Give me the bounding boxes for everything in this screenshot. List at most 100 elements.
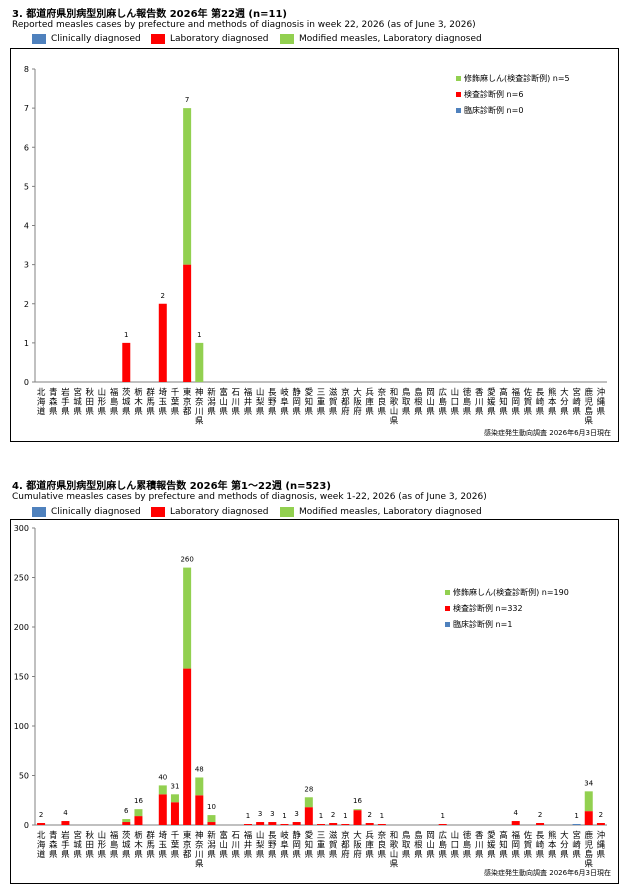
x-tick-label: 鹿児島県 — [584, 830, 593, 870]
bar-segment — [438, 824, 447, 825]
x-tick-label: 大分県 — [560, 830, 569, 860]
chart1-frame: 0 1 2 3 4 5 6 7 8 北海道 青森県 岩手県 宮城県 秋田県 山形県 福島県 1 茨城県 栃木県 群馬県… — [10, 48, 619, 442]
chart1-title: 3. 都道府県別病型別麻しん報告数 2026年 第22週 (n=11) — [12, 9, 287, 20]
x-tick-label: 福井県 — [244, 387, 253, 417]
x-tick-label: 佐賀県 — [524, 830, 533, 860]
x-tick-label: 広島県 — [438, 387, 447, 417]
legend-label-modified: Modified measles, Laboratory diagnosed — [299, 507, 482, 517]
bar-total-label: 10 — [207, 803, 216, 811]
y-tick-label: 1 — [24, 339, 29, 348]
x-tick-label: 東京都 — [183, 387, 192, 417]
bar-segment — [207, 815, 216, 823]
bar-segment — [170, 802, 179, 825]
bar-total-label: 1 — [197, 331, 201, 339]
y-tick-label: 4 — [24, 222, 29, 231]
x-tick-label: 福岡県 — [511, 830, 520, 860]
bar-segment — [183, 567, 192, 669]
x-tick-label: 島根県 — [414, 387, 423, 417]
x-tick-label: 千葉県 — [171, 830, 180, 860]
x-tick-label: 福岡県 — [511, 387, 520, 417]
x-tick-label: 山梨県 — [256, 830, 265, 860]
bar-total-label: 16 — [353, 797, 362, 805]
bar-segment — [195, 342, 204, 382]
bar-segment — [207, 822, 216, 825]
x-tick-label: 岡山県 — [426, 831, 435, 860]
x-tick-label: 秋田県 — [86, 387, 95, 417]
bar-total-label: 4 — [513, 809, 518, 817]
x-tick-label: 栃木県 — [134, 387, 143, 417]
bar-segment — [572, 824, 581, 825]
x-tick-label: 愛知県 — [305, 387, 314, 417]
x-tick-label: 沖縄県 — [597, 830, 606, 860]
x-tick-label: 千葉県 — [171, 387, 180, 417]
x-tick-label: 北海道 — [37, 388, 46, 417]
bar-total-label: 4 — [63, 809, 68, 817]
inner-legend-label: 臨床診断例 n=1 — [453, 619, 512, 629]
bar-total-label: 16 — [134, 797, 143, 805]
x-tick-label: 岐阜県 — [280, 830, 289, 860]
bar-segment — [158, 785, 167, 795]
bar-segment — [596, 823, 605, 825]
x-tick-label: 神奈川県 — [195, 387, 204, 427]
bar-segment — [122, 342, 131, 382]
bar-segment — [268, 822, 277, 825]
x-tick-label: 熊本県 — [548, 830, 557, 860]
x-tick-label: 奈良県 — [378, 387, 387, 417]
y-tick-label: 200 — [14, 623, 29, 632]
x-tick-label: 山梨県 — [256, 387, 265, 417]
inner-legend-label: 検査診断例 n=332 — [453, 603, 523, 613]
bar-total-label: 1 — [319, 812, 323, 820]
bar-total-label: 2 — [367, 811, 371, 819]
x-tick-label: 青森県 — [49, 830, 58, 860]
bar-total-label: 2 — [599, 811, 603, 819]
x-tick-label: 宮城県 — [73, 830, 82, 860]
bar-total-label: 28 — [304, 785, 313, 793]
x-tick-label: 新潟県 — [207, 387, 216, 417]
bar-segment — [511, 821, 520, 825]
bar-segment — [536, 823, 545, 825]
bar-segment — [584, 811, 593, 825]
x-tick-label: 茨城県 — [122, 830, 131, 860]
x-tick-label: 長崎県 — [536, 831, 545, 860]
bar-total-label: 1 — [380, 812, 384, 820]
y-tick-label: 3 — [24, 261, 29, 270]
bar-total-label: 6 — [124, 807, 129, 815]
bar-segment — [377, 824, 386, 825]
x-tick-label: 高知県 — [499, 387, 508, 417]
x-tick-label: 三重県 — [317, 831, 326, 860]
x-tick-label: 奈良県 — [378, 830, 387, 860]
x-tick-label: 沖縄県 — [597, 387, 606, 417]
bar-segment — [134, 816, 143, 825]
inner-legend-label: 修飾麻しん(検査診断例) n=5 — [464, 73, 570, 83]
x-tick-label: 栃木県 — [134, 830, 143, 860]
bar-segment — [256, 822, 265, 825]
bar-total-label: 1 — [343, 812, 347, 820]
y-tick-label: 0 — [24, 378, 29, 387]
x-tick-label: 埼玉県 — [159, 387, 168, 417]
bar-segment — [183, 264, 192, 382]
x-tick-label: 福島県 — [110, 387, 119, 417]
x-tick-label: 愛媛県 — [487, 830, 496, 860]
x-tick-label: 宮崎県 — [572, 830, 581, 860]
x-tick-label: 群馬県 — [146, 387, 155, 417]
x-tick-label: 富山県 — [219, 830, 228, 860]
chart2-title: 4. 都道府県別病型別麻しん累積報告数 2026年 第1～22週 (n=523) — [12, 481, 331, 492]
bar-total-label: 48 — [195, 765, 204, 773]
x-tick-label: 宮城県 — [73, 387, 82, 417]
x-tick-label: 神奈川県 — [195, 830, 204, 870]
bar-total-label: 1 — [124, 331, 128, 339]
legend-swatch-clinical — [32, 34, 46, 44]
x-tick-label: 長野県 — [268, 831, 277, 860]
legend-label-clinical: Clinically diagnosed — [51, 34, 141, 44]
x-tick-label: 広島県 — [438, 830, 447, 860]
bar-segment — [122, 819, 131, 823]
x-tick-label: 富山県 — [219, 387, 228, 417]
inner-legend-swatch — [456, 76, 461, 81]
x-tick-label: 宮崎県 — [572, 387, 581, 417]
chart2-subtitle: Cumulative measles cases by prefecture a… — [12, 492, 487, 502]
x-tick-label: 鳥取県 — [402, 830, 411, 860]
inner-legend-swatch — [445, 606, 450, 611]
inner-legend-swatch — [445, 590, 450, 595]
x-tick-label: 香川県 — [475, 387, 484, 417]
